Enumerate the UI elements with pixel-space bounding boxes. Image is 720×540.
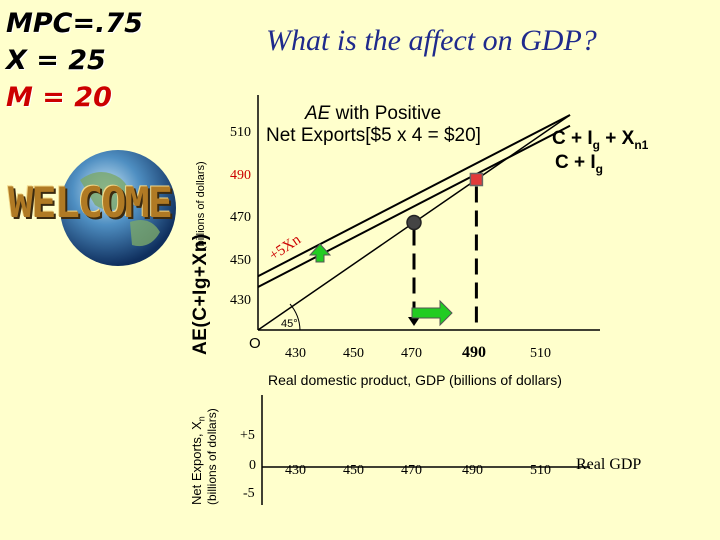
gdp-increase-arrow-icon bbox=[411, 299, 453, 327]
bottom-x-tick: 430 bbox=[285, 463, 306, 478]
initial-equilibrium-point bbox=[406, 214, 422, 231]
ae-axis-unit: (billions of dollars) bbox=[195, 161, 207, 250]
bottom-x-tick: 470 bbox=[401, 463, 422, 478]
real-gdp-label: Real GDP bbox=[576, 456, 642, 473]
imports-label: M = 20 bbox=[6, 82, 112, 113]
series-line-2 bbox=[257, 114, 571, 278]
main-x-tick: 490 bbox=[462, 344, 486, 361]
angle-label: 45° bbox=[281, 318, 298, 330]
main-y-tick: 450 bbox=[230, 253, 251, 268]
exports-label: X = 25 bbox=[6, 45, 106, 76]
net-exports-axis-label: Net Exports, Xn bbox=[189, 416, 207, 505]
new-equilibrium-point bbox=[469, 172, 484, 187]
bottom-y-tick: -5 bbox=[243, 486, 255, 501]
main-x-tick: 450 bbox=[343, 346, 364, 361]
legend-c-ig: C + Ig bbox=[555, 152, 603, 176]
angle-arc bbox=[289, 303, 301, 331]
bottom-x-tick: 510 bbox=[530, 463, 551, 478]
bottom-x-tick: 490 bbox=[462, 463, 483, 478]
annotation-line2: Net Exports[$5 x 4 = $20] bbox=[266, 125, 481, 146]
main-y-tick: 470 bbox=[230, 210, 251, 225]
slide-title: What is the affect on GDP? bbox=[266, 24, 597, 57]
gdp-axis-label: Real domestic product, GDP (billions of … bbox=[268, 372, 562, 388]
main-x-tick: 510 bbox=[530, 346, 551, 361]
main-x-tick: 430 bbox=[285, 346, 306, 361]
net-exports-axis-unit: (billions of dollars) bbox=[205, 408, 219, 505]
mpc-label: MPC=.75 bbox=[6, 8, 143, 39]
initial-drop-arrowhead bbox=[408, 317, 420, 326]
bottom-y-tick: +5 bbox=[240, 428, 255, 443]
series-line-1 bbox=[257, 124, 571, 288]
bottom-y-tick: 0 bbox=[249, 458, 256, 473]
origin-label: O bbox=[249, 335, 261, 352]
bottom-x-tick: 450 bbox=[343, 463, 364, 478]
legend-c-ig-xn1: C + Ig + Xn1 bbox=[552, 128, 649, 152]
main-x-tick: 470 bbox=[401, 346, 422, 361]
main-y-tick: 510 bbox=[230, 125, 251, 140]
ae-axis-label: AE(C+Ig+Xn) bbox=[190, 233, 211, 355]
main-y-tick: 490 bbox=[230, 168, 251, 183]
welcome-graphic: WELCOME bbox=[8, 178, 173, 227]
main-y-tick: 430 bbox=[230, 293, 251, 308]
annotation-line1: AE with Positive bbox=[305, 103, 442, 124]
shift-up-arrow-icon bbox=[308, 243, 332, 263]
